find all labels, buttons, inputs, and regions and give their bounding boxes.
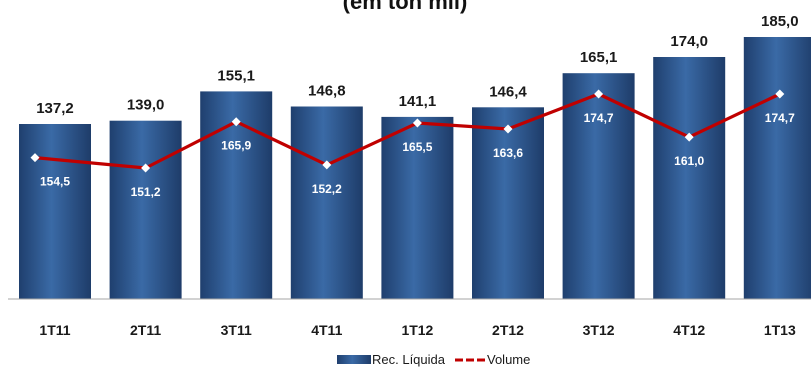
- volume-value-label-3T11: 165,9: [221, 139, 251, 153]
- x-tick-2T11: 2T11: [130, 322, 161, 338]
- volume-value-label-3T12: 174,7: [584, 111, 614, 125]
- bar-value-label-1T12: 141,1: [399, 93, 437, 110]
- volume-marker-2T11: [141, 163, 151, 173]
- bar-4T11: [290, 106, 363, 299]
- line-series: 154,5 151,2 165,9 152,2 165,5 163,6 174,7 161,0…: [30, 89, 795, 199]
- bar-1T11: [19, 124, 91, 299]
- x-axis-ticks: 1T11 2T11 3T11 4T11 1T12 2T12 3T12 4T12 1T13: [39, 322, 796, 338]
- x-tick-1T13: 1T13: [764, 322, 796, 338]
- bar-value-label-2T12: 146,4: [489, 83, 527, 100]
- volume-value-label-4T12: 161,0: [674, 154, 704, 168]
- bar-value-label-2T11: 139,0: [127, 97, 165, 114]
- bar-value-label-1T13: 185,0: [761, 13, 799, 30]
- legend-bar-swatch: [337, 355, 371, 364]
- bar-1T13: [743, 37, 811, 299]
- bar-data-labels: 137,2 139,0 155,1 146,8 141,1 146,4 165,1 174,0…: [36, 13, 798, 117]
- volume-value-label-1T12: 165,5: [402, 140, 432, 154]
- volume-value-label-2T11: 151,2: [131, 185, 161, 199]
- bar-value-label-4T11: 146,8: [308, 83, 346, 100]
- x-tick-3T11: 3T11: [221, 322, 252, 338]
- chart-title: (em ton mil): [343, 0, 468, 14]
- x-tick-4T11: 4T11: [311, 322, 342, 338]
- bar-1T12: [381, 116, 454, 300]
- volume-marker-4T12: [684, 132, 694, 142]
- volume-marker-1T11: [30, 153, 40, 163]
- legend-line-label: Volume: [487, 352, 530, 367]
- bar-series: [19, 37, 811, 300]
- volume-value-label-1T11: 154,5: [40, 175, 70, 189]
- x-tick-2T12: 2T12: [492, 322, 524, 338]
- volume-marker-2T12: [503, 124, 513, 134]
- bar-2T11: [109, 120, 182, 299]
- volume-value-label-2T12: 163,6: [493, 146, 523, 160]
- bar-value-label-1T11: 137,2: [36, 100, 74, 117]
- bar-value-label-3T12: 165,1: [580, 49, 618, 66]
- volume-value-label-1T13: 174,7: [765, 111, 795, 125]
- legend-bar-label: Rec. Líquida: [372, 352, 446, 367]
- x-tick-1T12: 1T12: [401, 322, 433, 338]
- x-tick-4T12: 4T12: [673, 322, 705, 338]
- volume-value-label-4T11: 152,2: [312, 182, 342, 196]
- legend: Rec. Líquida Volume: [337, 352, 530, 367]
- volume-marker-3T11: [231, 117, 241, 127]
- bar-2T12: [472, 107, 544, 299]
- bar-value-label-4T12: 174,0: [670, 33, 708, 50]
- x-tick-3T12: 3T12: [583, 322, 615, 338]
- volume-marker-4T11: [322, 160, 332, 170]
- volume-marker-1T13: [775, 89, 785, 99]
- volume-marker-3T12: [594, 89, 604, 99]
- volume-marker-1T12: [412, 118, 422, 128]
- bar-4T12: [653, 57, 726, 299]
- bar-value-label-3T11: 155,1: [217, 67, 255, 84]
- bar-3T12: [562, 73, 635, 299]
- x-tick-1T11: 1T11: [39, 322, 70, 338]
